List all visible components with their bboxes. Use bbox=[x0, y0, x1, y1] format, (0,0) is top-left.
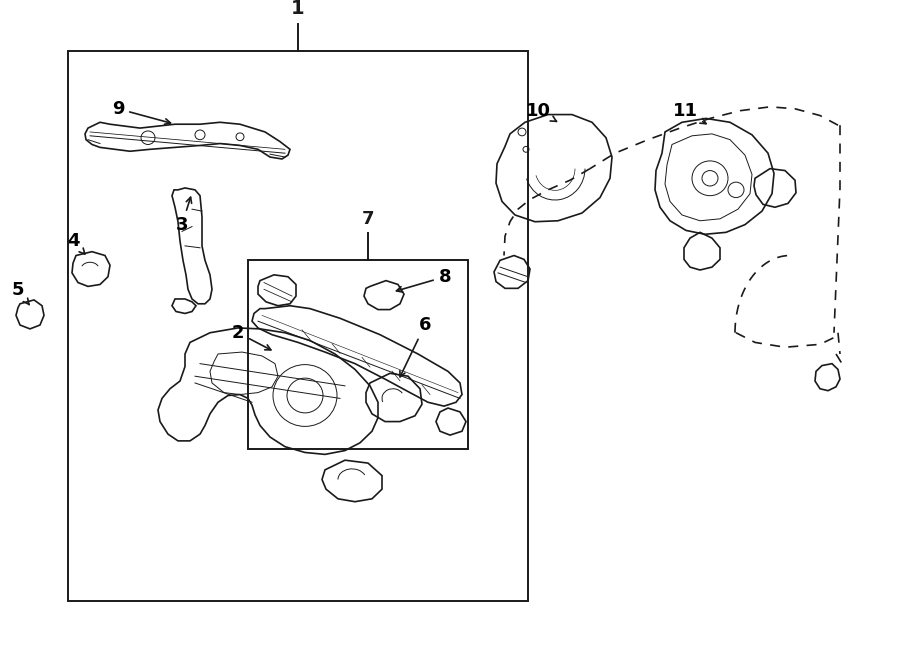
Text: 2: 2 bbox=[232, 324, 271, 350]
Text: 6: 6 bbox=[400, 316, 431, 377]
Text: 4: 4 bbox=[67, 232, 85, 254]
Text: 9: 9 bbox=[112, 100, 170, 124]
Bar bbox=[68, 51, 528, 601]
Text: 10: 10 bbox=[526, 102, 556, 122]
Text: 1: 1 bbox=[292, 0, 305, 18]
Text: 8: 8 bbox=[397, 268, 451, 292]
Text: 5: 5 bbox=[12, 282, 29, 305]
Text: 11: 11 bbox=[672, 102, 706, 124]
Text: 7: 7 bbox=[362, 210, 374, 227]
Text: 3: 3 bbox=[176, 197, 192, 233]
Bar bbox=[248, 260, 468, 449]
